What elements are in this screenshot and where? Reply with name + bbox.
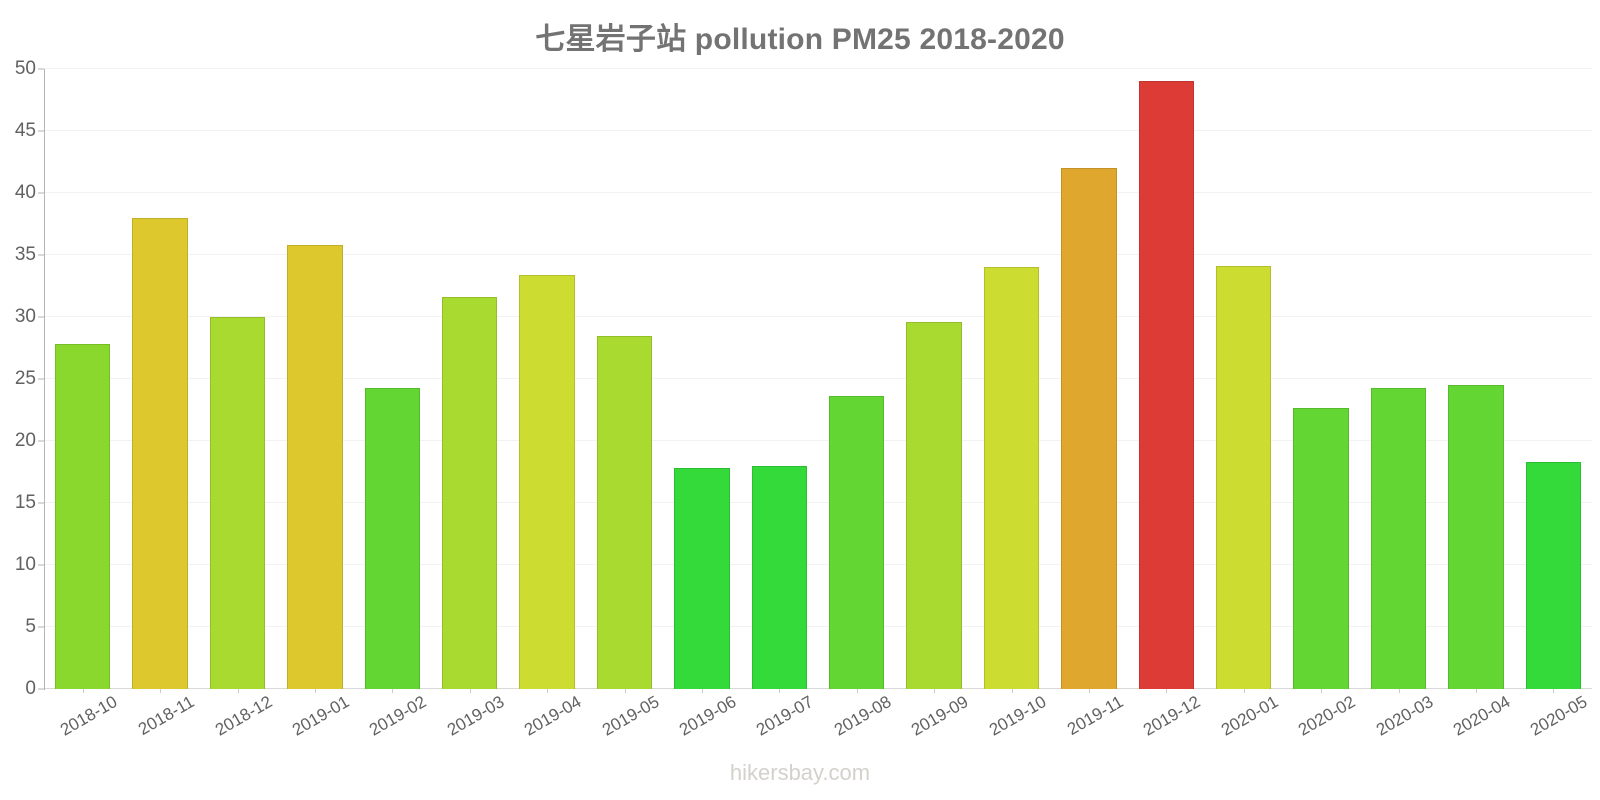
y-tick-mark <box>38 502 44 504</box>
y-tick-label: 25 <box>14 368 36 389</box>
bar[interactable] <box>209 317 266 689</box>
x-tick-mark <box>934 689 936 693</box>
y-tick-label: 10 <box>14 554 36 575</box>
y-tick-label: 50 <box>14 58 36 79</box>
x-tick-mark <box>237 689 239 693</box>
y-axis-line <box>44 69 45 690</box>
bar[interactable] <box>751 465 807 689</box>
bar[interactable] <box>1525 462 1581 689</box>
bar[interactable] <box>287 245 343 689</box>
x-tick-label: 2020-01 <box>1217 692 1282 740</box>
y-tick-label: 5 <box>25 616 36 637</box>
x-tick-mark <box>1398 689 1400 693</box>
y-tick-label: 40 <box>14 182 36 203</box>
x-tick-label: 2019-11 <box>1063 692 1127 740</box>
x-tick-label: 2019-12 <box>1140 692 1204 740</box>
x-tick-mark <box>314 689 316 693</box>
y-tick-mark <box>38 564 44 566</box>
x-tick-mark <box>1011 689 1013 693</box>
footer-watermark: hikersbay.com <box>729 760 871 785</box>
bar[interactable] <box>442 297 498 689</box>
x-tick-label: 2019-06 <box>675 692 740 740</box>
y-tick-label: 35 <box>14 244 36 265</box>
y-tick-mark <box>38 378 44 380</box>
x-tick-label: 2020-05 <box>1527 692 1591 740</box>
y-tick-label: 30 <box>14 306 36 327</box>
x-tick-mark <box>160 689 162 693</box>
bar[interactable] <box>1370 387 1427 689</box>
x-tick-mark <box>547 689 549 693</box>
x-tick-label: 2019-01 <box>288 692 353 740</box>
y-tick-mark <box>38 68 44 70</box>
x-tick-label: 2020-02 <box>1295 692 1359 740</box>
bar[interactable] <box>1448 385 1504 689</box>
bar[interactable] <box>364 387 420 689</box>
x-tick-label: 2020-03 <box>1372 692 1436 740</box>
x-tick-mark <box>779 689 781 693</box>
bar[interactable] <box>1293 407 1349 689</box>
x-tick-mark <box>1475 689 1477 693</box>
x-tick-mark <box>701 689 703 693</box>
chart-title: 七星岩子站 pollution PM25 2018-2020 <box>535 23 1065 56</box>
x-tick-label: 2019-09 <box>908 692 972 740</box>
x-tick-label: 2019-02 <box>366 692 430 740</box>
y-tick-label: 15 <box>14 492 36 513</box>
x-tick-mark <box>624 689 626 693</box>
x-tick-mark <box>392 689 394 693</box>
x-tick-mark <box>469 689 471 693</box>
x-tick-label: 2019-07 <box>753 692 817 740</box>
x-tick-label: 2018-10 <box>56 692 121 740</box>
x-tick-mark <box>82 689 84 693</box>
x-tick-mark <box>1088 689 1090 693</box>
y-tick-mark <box>38 440 44 442</box>
y-tick-mark <box>38 316 44 318</box>
bars-layer <box>44 69 1592 689</box>
x-tick-mark <box>1243 689 1245 693</box>
bar[interactable] <box>55 344 111 689</box>
y-axis: 0 5 10 15 20 25 30 35 40 45 50 <box>0 58 44 699</box>
y-tick-mark <box>38 626 44 628</box>
x-axis: 2018-10 2018-11 2018-12 2019-01 2019-02 2019-… <box>44 689 1592 762</box>
y-tick-label: 0 <box>25 678 36 699</box>
y-tick-mark <box>38 688 44 690</box>
x-tick-label: 2018-11 <box>135 692 198 740</box>
x-tick-label: 2019-04 <box>521 692 585 740</box>
bar[interactable] <box>1138 81 1194 689</box>
x-tick-mark <box>856 689 858 693</box>
y-tick-label: 20 <box>14 430 36 451</box>
x-tick-label: 2019-05 <box>598 692 662 740</box>
y-tick-mark <box>38 130 44 132</box>
bar[interactable] <box>983 267 1040 689</box>
x-tick-label: 2020-04 <box>1449 692 1514 740</box>
bar[interactable] <box>906 321 962 689</box>
x-tick-mark <box>1553 689 1555 693</box>
bar[interactable] <box>829 396 885 689</box>
x-tick-mark <box>1321 689 1323 693</box>
bar[interactable] <box>1216 266 1272 689</box>
x-tick-label: 2019-10 <box>985 692 1049 740</box>
bar[interactable] <box>1061 168 1117 689</box>
bar[interactable] <box>132 217 188 689</box>
y-tick-mark <box>38 192 44 194</box>
bar[interactable] <box>519 274 575 689</box>
x-tick-label: 2019-08 <box>830 692 895 740</box>
x-tick-mark <box>1166 689 1168 693</box>
bar[interactable] <box>674 468 730 689</box>
bar[interactable] <box>596 335 653 689</box>
x-tick-label: 2018-12 <box>211 692 275 740</box>
y-tick-mark <box>38 254 44 256</box>
x-tick-label: 2019-03 <box>443 692 508 740</box>
y-tick-label: 45 <box>14 120 36 141</box>
